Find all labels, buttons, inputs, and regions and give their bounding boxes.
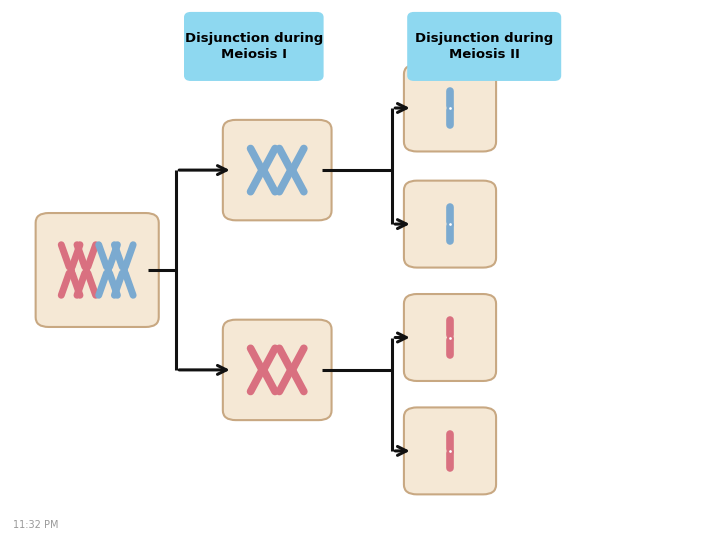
Text: 11:32 PM: 11:32 PM <box>13 520 58 530</box>
Text: Disjunction during
Meiosis I: Disjunction during Meiosis I <box>185 32 323 61</box>
FancyBboxPatch shape <box>404 407 496 495</box>
FancyBboxPatch shape <box>404 294 496 381</box>
FancyBboxPatch shape <box>404 64 496 151</box>
FancyBboxPatch shape <box>408 13 560 80</box>
FancyBboxPatch shape <box>223 120 331 220</box>
Text: Disjunction during
Meiosis II: Disjunction during Meiosis II <box>415 32 554 61</box>
FancyBboxPatch shape <box>185 13 323 80</box>
FancyBboxPatch shape <box>36 213 159 327</box>
FancyBboxPatch shape <box>223 320 331 420</box>
FancyBboxPatch shape <box>404 180 496 268</box>
